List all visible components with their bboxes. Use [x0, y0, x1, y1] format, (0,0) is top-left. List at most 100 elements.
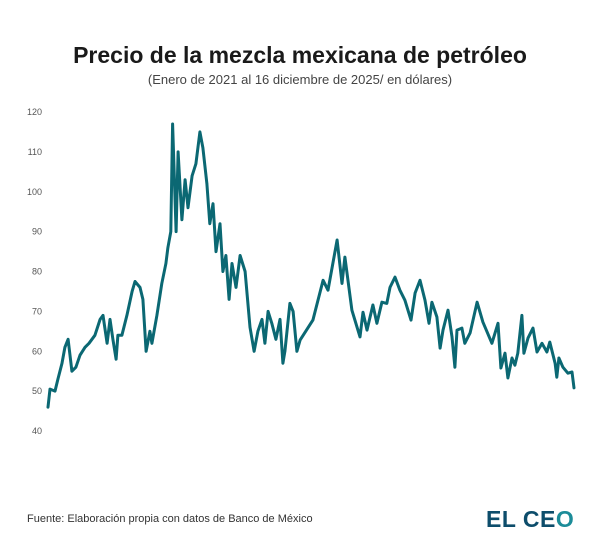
data-point — [248, 326, 252, 329]
data-point — [555, 375, 559, 379]
chart-subtitle: (Enero de 2021 al 16 diciembre de 2025/ … — [147, 72, 453, 87]
y-tick-label: 60 — [32, 346, 42, 356]
y-tick-label: 120 — [27, 107, 42, 117]
data-point — [63, 346, 67, 349]
y-tick-label: 100 — [27, 187, 42, 197]
data-point — [174, 230, 178, 233]
data-point — [243, 270, 247, 273]
data-point — [234, 286, 238, 289]
data-point — [343, 255, 347, 259]
data-point — [375, 322, 379, 325]
data-point — [160, 282, 164, 285]
data-point — [278, 318, 282, 321]
data-point — [169, 230, 173, 233]
data-point — [570, 370, 574, 374]
data-point — [133, 280, 137, 283]
data-point — [540, 342, 544, 345]
data-point — [311, 318, 315, 322]
data-point — [176, 150, 180, 154]
data-point — [531, 326, 535, 330]
data-point — [266, 310, 270, 313]
data-point — [566, 371, 570, 375]
data-point — [256, 330, 260, 333]
data-point — [281, 362, 285, 365]
data-point — [435, 315, 439, 319]
data-point — [409, 318, 413, 322]
data-point — [446, 308, 450, 312]
data-point — [108, 318, 112, 321]
data-point — [460, 326, 464, 330]
y-axis-ticks: 40 50 60 70 80 90 100 110 120 — [27, 107, 42, 436]
data-point — [270, 322, 274, 325]
y-tick-label: 80 — [32, 267, 42, 277]
data-point — [180, 218, 184, 221]
data-point — [166, 246, 170, 249]
data-point — [198, 130, 202, 134]
data-point — [48, 387, 52, 391]
data-point — [53, 389, 57, 393]
data-point — [56, 377, 60, 381]
data-point — [260, 318, 264, 321]
data-point — [398, 289, 402, 292]
data-point — [298, 338, 302, 342]
data-point — [120, 334, 124, 337]
data-point — [481, 320, 485, 324]
data-point — [227, 298, 231, 301]
data-point — [125, 314, 129, 317]
data-point — [87, 342, 91, 345]
data-point — [463, 342, 467, 345]
data-point — [263, 342, 267, 345]
data-point — [274, 338, 278, 341]
logo-text-part1: EL CE — [486, 506, 556, 532]
data-point — [371, 303, 375, 307]
data-point — [148, 330, 152, 333]
el-ceo-logo: EL CEO — [486, 506, 574, 533]
data-point — [291, 310, 295, 313]
chart-title: Precio de la mezcla mexicana de petróleo — [73, 42, 527, 68]
data-point — [545, 350, 549, 354]
data-point — [93, 334, 97, 337]
data-point — [418, 279, 422, 282]
data-point — [78, 354, 82, 357]
data-point — [130, 290, 134, 293]
y-tick-label: 110 — [28, 147, 42, 157]
data-point — [455, 328, 459, 332]
data-point — [205, 182, 209, 185]
data-point — [116, 334, 120, 337]
data-point — [513, 364, 517, 367]
y-tick-label: 40 — [32, 426, 42, 436]
data-point — [430, 301, 434, 304]
data-point — [453, 366, 457, 369]
data-point — [288, 302, 292, 305]
source-note: Fuente: Elaboración propia con datos de … — [27, 513, 313, 525]
data-point — [252, 350, 256, 353]
data-point — [214, 250, 218, 253]
data-point — [561, 366, 565, 369]
data-point — [393, 275, 397, 279]
data-point — [335, 238, 339, 242]
data-point — [238, 254, 242, 257]
data-point — [423, 299, 427, 302]
data-point — [194, 162, 198, 166]
data-point — [506, 376, 510, 380]
data-point — [403, 299, 407, 302]
data-point — [503, 352, 507, 355]
data-point — [450, 335, 454, 339]
data-point — [70, 369, 74, 373]
data-point — [510, 356, 514, 360]
data-point — [361, 310, 365, 314]
data-point — [295, 350, 299, 353]
data-point — [553, 362, 557, 365]
data-point — [101, 314, 105, 317]
data-point — [350, 308, 354, 312]
data-point — [557, 356, 561, 360]
data-point — [522, 352, 526, 355]
data-point — [441, 328, 445, 332]
data-point — [490, 342, 494, 345]
data-point — [388, 286, 392, 289]
data-point — [385, 302, 389, 305]
data-point — [66, 338, 70, 341]
data-point — [46, 405, 50, 409]
data-point — [141, 298, 145, 301]
data-point — [365, 328, 369, 332]
